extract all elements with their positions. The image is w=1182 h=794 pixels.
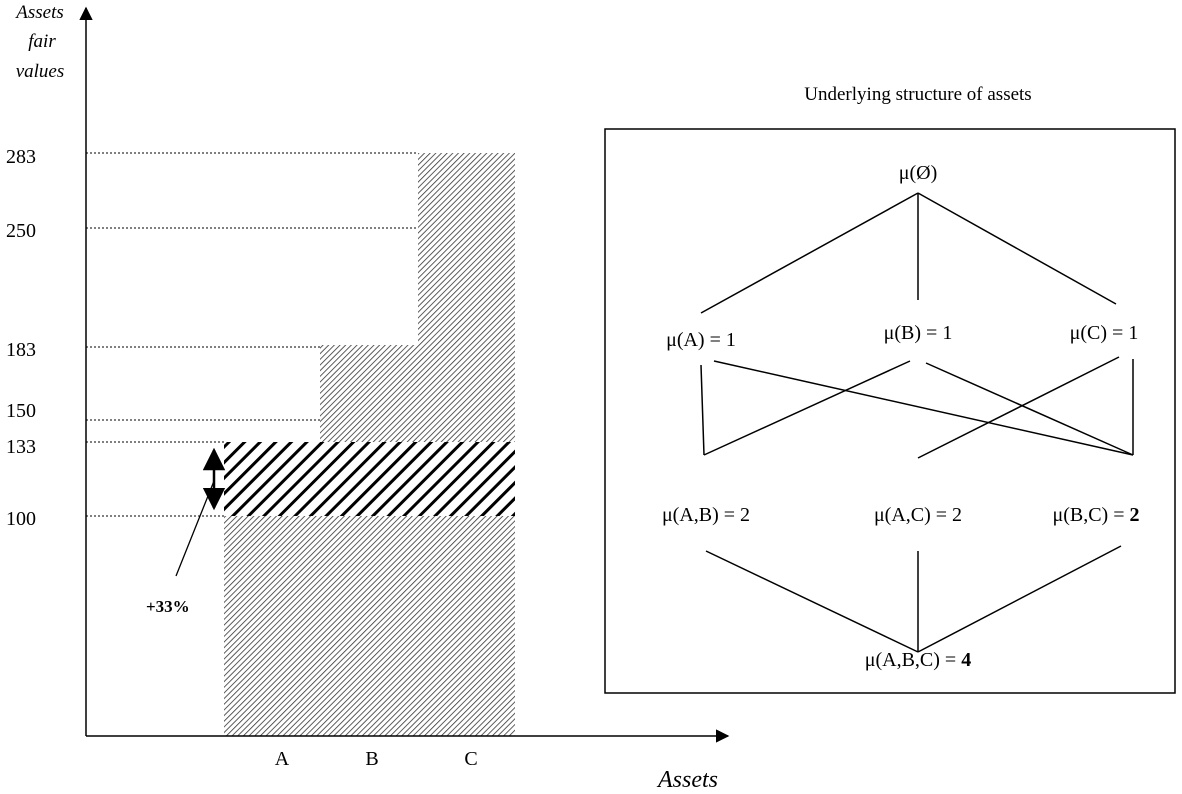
lattice-edges bbox=[700, 192, 1134, 653]
x-category-b: B bbox=[365, 748, 378, 770]
node-bc: μ(B,C) = 2 bbox=[1052, 504, 1139, 526]
edge-b-left bbox=[703, 360, 911, 456]
edge-top-c bbox=[917, 192, 1117, 305]
left-chart: Assets fair values 283 250 183 150 133 1… bbox=[6, 2, 730, 793]
y-axis-title-line-3: values bbox=[16, 61, 65, 82]
node-ac-prefix: μ(A,C) = bbox=[874, 504, 952, 526]
y-tick-250: 250 bbox=[6, 220, 36, 242]
edge-ab-bottom bbox=[705, 550, 919, 653]
x-axis-title: Assets bbox=[656, 767, 718, 793]
node-bc-prefix: μ(B,C) = bbox=[1052, 504, 1129, 526]
node-bc-value: 2 bbox=[1130, 504, 1140, 526]
y-tick-283: 283 bbox=[6, 146, 36, 168]
increase-label: +33% bbox=[146, 597, 190, 616]
node-abc-value: 4 bbox=[961, 649, 971, 671]
node-empty-set: μ(Ø) bbox=[899, 162, 938, 184]
y-axis-title-line-1: Assets bbox=[14, 2, 64, 23]
structure-frame bbox=[604, 128, 1176, 694]
bar-fill-c bbox=[418, 153, 515, 442]
y-axis-title-line-2: fair bbox=[28, 31, 56, 52]
node-ab-value: 2 bbox=[740, 504, 750, 526]
node-ab-prefix: μ(A,B) = bbox=[662, 504, 740, 526]
structure-panel: Underlying structure of assets μ(Ø) μ(A)… bbox=[604, 84, 1176, 694]
x-category-c: C bbox=[464, 748, 477, 770]
edge-a-diag bbox=[713, 360, 1134, 456]
node-b: μ(B) = 1 bbox=[884, 322, 953, 344]
node-a: μ(A) = 1 bbox=[666, 329, 736, 351]
increase-pointer-line bbox=[175, 480, 215, 577]
y-tick-150: 150 bbox=[6, 400, 36, 422]
y-tick-100: 100 bbox=[6, 508, 36, 530]
y-tick-183: 183 bbox=[6, 339, 36, 361]
node-ab: μ(A,B) = 2 bbox=[662, 504, 750, 526]
node-abc: μ(A,B,C) = 4 bbox=[865, 649, 971, 671]
edge-c-diag bbox=[917, 356, 1120, 459]
bar-fill-increase bbox=[224, 442, 515, 516]
node-ac: μ(A,C) = 2 bbox=[874, 504, 962, 526]
edge-a-down bbox=[700, 364, 705, 456]
edge-top-a bbox=[700, 192, 919, 314]
edge-b-right bbox=[925, 362, 1134, 456]
bar-fill-lower bbox=[224, 516, 515, 736]
node-abc-prefix: μ(A,B,C) = bbox=[865, 649, 961, 671]
bar-fill-b bbox=[320, 345, 418, 442]
node-ac-value: 2 bbox=[952, 504, 962, 526]
edge-bc-bottom bbox=[917, 545, 1122, 653]
guide-lines bbox=[86, 152, 418, 517]
x-category-a: A bbox=[275, 748, 290, 770]
y-tick-133: 133 bbox=[6, 436, 36, 458]
structure-title: Underlying structure of assets bbox=[804, 84, 1031, 105]
node-c: μ(C) = 1 bbox=[1070, 322, 1139, 344]
